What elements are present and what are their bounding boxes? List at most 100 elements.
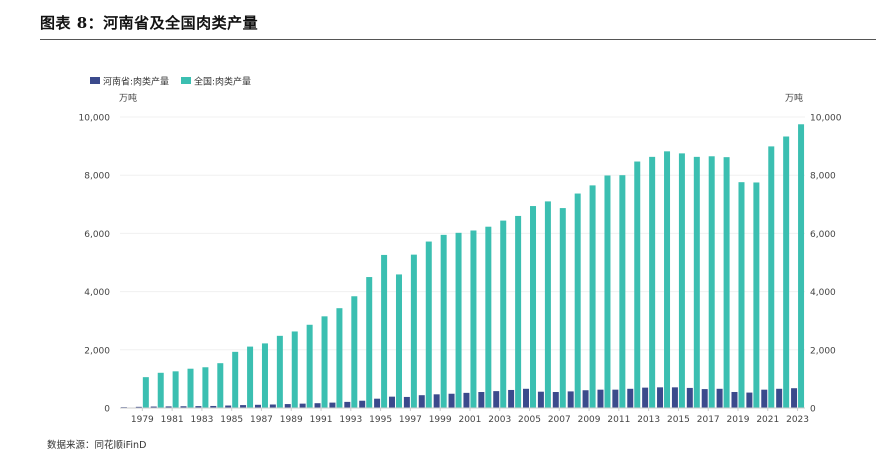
y-tick-label-left: 8,000 [84,172,110,182]
bar-henan [284,404,291,408]
bar-national [187,368,194,408]
bar-henan [701,389,708,408]
x-tick-label: 2007 [548,415,571,425]
bar-national [172,371,179,408]
bar-national [559,208,566,408]
y-axis-unit-right: 万吨 [785,92,803,104]
bar-national [619,175,626,408]
bar-henan [463,392,470,408]
bar-national [336,308,343,408]
bar-national [261,343,268,408]
x-tick-label: 2005 [518,415,541,425]
bar-henan [597,389,604,408]
bar-national [664,151,671,408]
bar-national [723,157,730,408]
x-tick-label: 1997 [399,415,422,425]
bar-henan [433,394,440,408]
bar-henan [344,401,351,408]
bar-national [455,232,462,408]
x-tick-label: 2011 [607,415,630,425]
x-tick-label: 2009 [578,415,601,425]
bar-henan [731,391,738,408]
bar-henan [567,391,574,408]
bar-henan [240,405,247,408]
bar-henan [716,388,723,408]
bar-henan [537,391,544,408]
bar-national [217,363,224,408]
axes: 0 0 2,000 2,000 4,000 4,000 6,000 6,000 8,000 8,0… [79,114,842,426]
bar-national [142,377,149,408]
bar-national [395,274,402,408]
bar-national [232,351,239,408]
bar-national [574,193,581,408]
bar-henan [686,387,693,408]
y-axis-unit-left: 万吨 [119,92,137,104]
bar-national [753,182,760,408]
bar-henan [150,406,157,408]
legend-swatch-national [181,77,191,84]
bar-national [291,331,298,408]
bar-national [321,316,328,408]
bar-henan [254,404,261,408]
x-tick-label: 1993 [339,415,362,425]
x-tick-label: 1999 [429,415,452,425]
bar-henan [612,389,619,408]
bar-national [440,234,447,408]
legend[interactable]: 河南省:肉类产量 全国:肉类产量 [90,76,251,88]
x-tick-label: 1979 [131,415,154,425]
x-tick-label: 2013 [637,415,660,425]
bar-national [768,146,775,409]
bar-henan [478,391,485,408]
y-tick-label-left: 10,000 [79,114,111,124]
bar-henan [791,388,798,408]
legend-label-henan: 河南省:肉类产量 [103,76,169,88]
x-tick-label: 1981 [161,415,184,425]
x-tick-label: 2015 [667,415,690,425]
bar-national [783,136,790,408]
x-tick-label: 2017 [697,415,720,425]
bar-henan [195,406,202,408]
figure-title: 图表 8：河南省及全国肉类产量 [40,14,259,32]
bar-henan [135,406,142,408]
x-tick-label: 1995 [369,415,392,425]
bar-henan [225,405,232,408]
y-tick-label-left: 6,000 [84,230,110,240]
bars [120,124,805,409]
y-tick-label-right: 0 [810,405,816,415]
y-tick-label-left: 0 [104,405,110,415]
x-tick-label: 1985 [220,415,243,425]
x-tick-label: 2003 [488,415,511,425]
bar-national [798,124,805,409]
bar-national [276,335,283,408]
bar-henan [314,403,321,408]
legend-swatch-henan [90,77,100,84]
y-tick-label-right: 4,000 [810,288,836,298]
legend-label-national: 全国:肉类产量 [194,76,251,88]
bar-national [634,161,641,408]
bar-henan [359,400,366,408]
bar-henan [180,406,187,408]
bar-henan [671,387,678,408]
y-tick-label-right: 8,000 [810,172,836,182]
bar-national [306,324,313,408]
bar-henan [523,388,530,408]
y-tick-label-right: 10,000 [810,114,842,124]
bar-national [530,206,537,408]
bar-henan [374,398,381,408]
bar-henan [746,392,753,408]
x-tick-label: 2021 [756,415,779,425]
bar-national [738,182,745,408]
bar-national [500,220,507,408]
bar-national [589,185,596,408]
x-tick-label: 2019 [727,415,750,425]
bar-national [366,277,373,408]
bar-henan [165,406,172,408]
bar-henan [329,402,336,408]
x-tick-label: 2001 [458,415,481,425]
x-tick-label: 1987 [250,415,273,425]
bar-national [157,372,164,408]
bar-national [485,226,492,408]
y-tick-label-left: 2,000 [84,346,110,356]
bar-national [544,201,551,408]
